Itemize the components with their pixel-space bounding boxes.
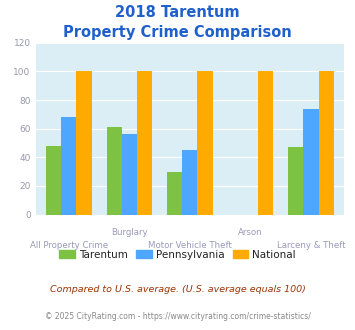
Bar <box>46 146 61 214</box>
Bar <box>167 172 182 214</box>
Bar <box>137 72 152 214</box>
Bar <box>304 109 319 214</box>
Text: Larceny & Theft: Larceny & Theft <box>277 241 345 250</box>
Bar <box>61 117 76 214</box>
Text: Property Crime Comparison: Property Crime Comparison <box>63 25 292 40</box>
Bar <box>197 72 213 214</box>
Text: © 2025 CityRating.com - https://www.cityrating.com/crime-statistics/: © 2025 CityRating.com - https://www.city… <box>45 312 310 321</box>
Text: Compared to U.S. average. (U.S. average equals 100): Compared to U.S. average. (U.S. average … <box>50 285 305 294</box>
Text: All Property Crime: All Property Crime <box>30 241 108 250</box>
Bar <box>76 72 92 214</box>
Text: Motor Vehicle Theft: Motor Vehicle Theft <box>148 241 232 250</box>
Bar <box>106 127 122 214</box>
Bar <box>122 134 137 214</box>
Text: 2018 Tarentum: 2018 Tarentum <box>115 5 240 20</box>
Text: Arson: Arson <box>238 228 263 237</box>
Bar <box>319 72 334 214</box>
Legend: Tarentum, Pennsylvania, National: Tarentum, Pennsylvania, National <box>55 246 300 264</box>
Bar <box>258 72 273 214</box>
Bar <box>288 147 304 214</box>
Text: Burglary: Burglary <box>111 228 148 237</box>
Bar <box>182 150 197 214</box>
